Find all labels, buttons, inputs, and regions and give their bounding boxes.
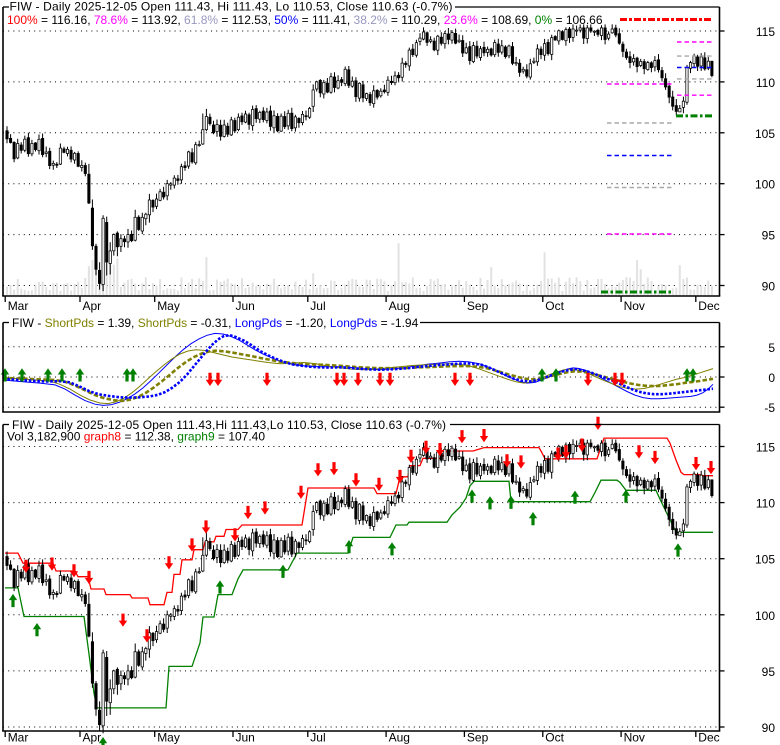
svg-text:95: 95 [762, 229, 776, 243]
svg-text:FIW - Daily 2025-12-05 Open 11: FIW - Daily 2025-12-05 Open 111.43, Hi 1… [10, 0, 453, 14]
svg-text:95: 95 [762, 665, 776, 679]
svg-text:FIW - ShortPds = 1.39, ShortPd: FIW - ShortPds = 1.39, ShortPds = -0.31,… [12, 316, 419, 330]
svg-text:Nov: Nov [624, 299, 645, 313]
svg-text:Oct: Oct [545, 731, 564, 745]
svg-text:Nov: Nov [624, 731, 645, 745]
svg-text:May: May [157, 299, 180, 313]
svg-text:90: 90 [762, 280, 776, 294]
svg-text:Mar: Mar [8, 731, 29, 745]
svg-text:110: 110 [756, 497, 775, 511]
svg-text:Vol 3,182,900 graph8 = 112.38,: Vol 3,182,900 graph8 = 112.38, graph9 = … [7, 430, 265, 444]
svg-text:105: 105 [755, 127, 775, 141]
svg-text:110: 110 [756, 76, 775, 90]
svg-text:Jul: Jul [310, 299, 325, 313]
svg-text:0: 0 [768, 371, 775, 385]
svg-text:100: 100 [755, 178, 775, 192]
svg-text:100: 100 [755, 609, 775, 623]
svg-text:Dec: Dec [698, 731, 719, 745]
svg-text:115: 115 [756, 25, 775, 39]
svg-text:FIW - Daily 2025-12-05 Open 11: FIW - Daily 2025-12-05 Open 111.43,Hi 11… [12, 418, 446, 432]
svg-text:Apr: Apr [83, 299, 102, 313]
svg-text:-5: -5 [764, 401, 775, 415]
svg-text:105: 105 [755, 553, 775, 567]
svg-text:Sep: Sep [467, 299, 489, 313]
svg-text:90: 90 [762, 721, 776, 735]
svg-text:100% = 116.16, 78.6% = 113.92,: 100% = 116.16, 78.6% = 113.92, 61.8% = 1… [7, 13, 603, 27]
svg-text:Jun: Jun [236, 299, 255, 313]
svg-text:Jul: Jul [310, 731, 325, 745]
svg-text:Oct: Oct [545, 299, 564, 313]
svg-text:5: 5 [768, 341, 775, 355]
svg-text:Jun: Jun [236, 731, 255, 745]
svg-text:Dec: Dec [698, 299, 719, 313]
svg-text:Aug: Aug [389, 731, 410, 745]
svg-text:Aug: Aug [389, 299, 410, 313]
svg-text:115: 115 [756, 441, 775, 455]
svg-text:Sep: Sep [467, 731, 489, 745]
svg-text:Apr: Apr [83, 731, 102, 745]
svg-text:Mar: Mar [8, 299, 29, 313]
svg-text:May: May [157, 731, 180, 745]
